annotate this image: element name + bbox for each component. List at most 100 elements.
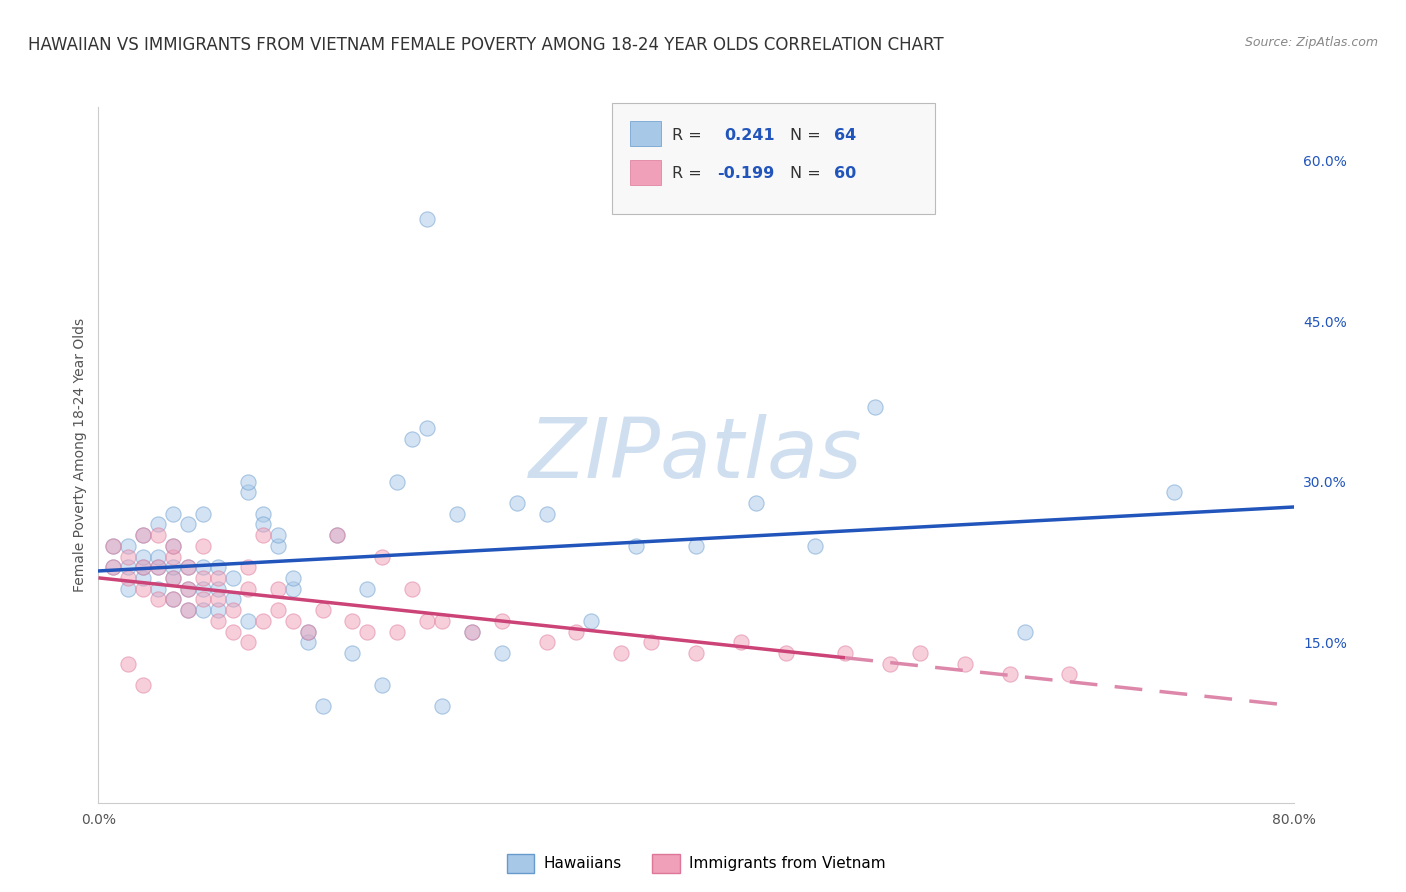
- Point: [103, 539, 125, 553]
- Point: [356, 624, 378, 639]
- Point: [416, 421, 439, 435]
- Point: [236, 475, 259, 489]
- Point: [148, 517, 170, 532]
- Point: [1014, 624, 1036, 639]
- Point: [162, 549, 184, 564]
- Point: [132, 560, 155, 574]
- Point: [222, 592, 245, 607]
- Point: [1163, 485, 1185, 500]
- Point: [640, 635, 662, 649]
- Point: [342, 646, 364, 660]
- Point: [461, 624, 484, 639]
- Point: [536, 635, 558, 649]
- Point: [162, 571, 184, 585]
- Point: [207, 592, 229, 607]
- Point: [177, 517, 200, 532]
- Point: [117, 549, 139, 564]
- Point: [132, 571, 155, 585]
- Point: [148, 549, 170, 564]
- Y-axis label: Female Poverty Among 18-24 Year Olds: Female Poverty Among 18-24 Year Olds: [73, 318, 87, 592]
- Point: [148, 528, 170, 542]
- Point: [267, 539, 290, 553]
- Point: [311, 603, 333, 617]
- Point: [730, 635, 752, 649]
- Point: [834, 646, 856, 660]
- Point: [162, 539, 184, 553]
- Point: [236, 582, 259, 596]
- Point: [177, 603, 200, 617]
- Point: [326, 528, 349, 542]
- Point: [103, 539, 125, 553]
- Point: [685, 539, 707, 553]
- Point: [103, 560, 125, 574]
- Text: -0.199: -0.199: [717, 167, 775, 181]
- Point: [745, 496, 768, 510]
- Point: [236, 560, 259, 574]
- Point: [430, 699, 453, 714]
- Point: [610, 646, 633, 660]
- Point: [430, 614, 453, 628]
- Point: [117, 582, 139, 596]
- Point: [385, 624, 409, 639]
- Point: [252, 517, 274, 532]
- Point: [356, 582, 378, 596]
- Point: [446, 507, 468, 521]
- Point: [207, 603, 229, 617]
- Point: [162, 539, 184, 553]
- Point: [506, 496, 529, 510]
- Point: [132, 678, 155, 692]
- Text: N =: N =: [790, 128, 827, 143]
- Point: [461, 624, 484, 639]
- Point: [148, 592, 170, 607]
- Point: [565, 624, 588, 639]
- Point: [236, 614, 259, 628]
- Point: [267, 582, 290, 596]
- Text: N =: N =: [790, 167, 827, 181]
- Point: [581, 614, 603, 628]
- Point: [162, 592, 184, 607]
- Point: [117, 539, 139, 553]
- Point: [132, 582, 155, 596]
- Point: [207, 582, 229, 596]
- Point: [177, 582, 200, 596]
- Point: [177, 582, 200, 596]
- Point: [804, 539, 827, 553]
- Point: [685, 646, 707, 660]
- Point: [162, 592, 184, 607]
- Point: [536, 507, 558, 521]
- Point: [401, 582, 423, 596]
- Point: [252, 614, 274, 628]
- Text: 60: 60: [834, 167, 856, 181]
- Point: [416, 614, 439, 628]
- Point: [222, 624, 245, 639]
- Point: [177, 560, 200, 574]
- Point: [775, 646, 797, 660]
- Text: 0.241: 0.241: [724, 128, 775, 143]
- Point: [385, 475, 409, 489]
- Point: [162, 560, 184, 574]
- Point: [865, 400, 887, 414]
- Point: [177, 560, 200, 574]
- Point: [908, 646, 931, 660]
- Point: [103, 560, 125, 574]
- Point: [117, 560, 139, 574]
- Point: [998, 667, 1021, 681]
- Point: [207, 560, 229, 574]
- Point: [191, 560, 214, 574]
- Point: [879, 657, 901, 671]
- Point: [132, 560, 155, 574]
- Point: [191, 507, 214, 521]
- Point: [281, 582, 304, 596]
- Point: [207, 614, 229, 628]
- Point: [297, 624, 319, 639]
- Point: [626, 539, 648, 553]
- Point: [953, 657, 976, 671]
- Legend: Hawaiians, Immigrants from Vietnam: Hawaiians, Immigrants from Vietnam: [501, 847, 891, 879]
- Point: [281, 614, 304, 628]
- Point: [491, 646, 513, 660]
- Point: [267, 528, 290, 542]
- Point: [342, 614, 364, 628]
- Point: [222, 603, 245, 617]
- Point: [148, 560, 170, 574]
- Point: [191, 582, 214, 596]
